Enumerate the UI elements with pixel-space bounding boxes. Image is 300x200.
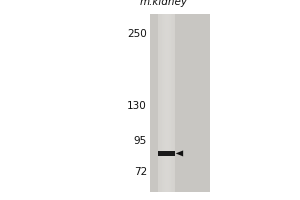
Bar	[168, 14, 169, 192]
Text: 250: 250	[127, 29, 147, 39]
Bar	[150, 14, 210, 192]
Bar	[163, 14, 164, 192]
Bar	[164, 14, 165, 192]
Bar	[174, 14, 175, 192]
Text: m.kidney: m.kidney	[140, 0, 188, 7]
Bar	[169, 14, 170, 192]
Text: 130: 130	[127, 101, 147, 111]
Bar	[173, 14, 174, 192]
Bar	[160, 14, 161, 192]
Bar	[158, 14, 175, 192]
Bar	[158, 14, 159, 192]
Bar	[167, 14, 168, 192]
Bar	[166, 14, 167, 192]
Text: 95: 95	[134, 136, 147, 146]
Bar	[171, 14, 172, 192]
Bar	[165, 14, 166, 192]
Bar	[161, 14, 162, 192]
Bar	[170, 14, 171, 192]
Text: 72: 72	[134, 167, 147, 177]
Bar	[159, 14, 160, 192]
Bar	[162, 14, 163, 192]
Bar	[158, 151, 175, 156]
Polygon shape	[176, 150, 183, 156]
Bar	[172, 14, 173, 192]
